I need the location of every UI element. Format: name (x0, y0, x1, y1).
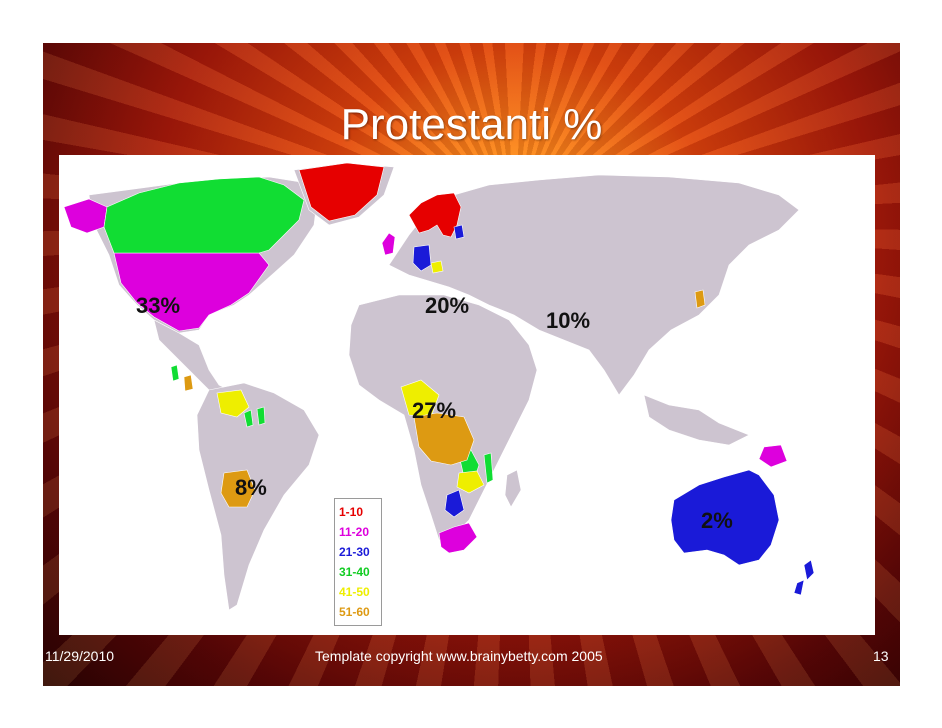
germany-region (412, 244, 432, 272)
legend-item: 31-40 (339, 562, 377, 582)
canada-region (103, 176, 305, 254)
legend-item: 11-20 (339, 522, 377, 542)
korea-region (694, 289, 706, 309)
south-america-land (196, 382, 320, 611)
greenland-region (298, 162, 385, 222)
oceania-percent-label: 2% (701, 508, 733, 533)
legend-label: 11-20 (339, 525, 370, 539)
footer-copyright: Template copyright www.brainybetty.com 2… (315, 648, 603, 664)
north-america-percent-label: 33% (136, 293, 181, 318)
southern-africa-blue-region (444, 489, 465, 518)
papua-region (758, 444, 788, 468)
madagascar-land (504, 469, 522, 508)
legend-label: 21-30 (339, 545, 370, 559)
legend-label: 31-40 (339, 565, 370, 579)
united-states-region (113, 252, 270, 332)
world-map (63, 162, 815, 611)
southeast-asia-land (643, 394, 750, 446)
world-map-panel: 33% 20% 10% 27% 8% 2% 1-10 11-20 21-30 3… (59, 155, 875, 635)
map-legend: 1-10 11-20 21-30 31-40 41-50 51-60 (334, 498, 382, 626)
alaska-region (63, 198, 108, 234)
australia-region (670, 469, 780, 566)
slide: Protestanti % (43, 43, 900, 686)
legend-item: 1-10 (339, 502, 377, 522)
hungary-region (430, 260, 444, 274)
venezuela-region (216, 389, 250, 418)
africa-percent-label: 27% (412, 398, 457, 423)
eurasia-land (388, 174, 800, 396)
baltic-region (453, 224, 465, 240)
europe-percent-label: 20% (425, 293, 470, 318)
asia-percent-label: 10% (546, 308, 591, 333)
slide-title: Protestanti % (340, 100, 603, 149)
britain-region (381, 232, 396, 256)
bolivia-region (220, 469, 256, 508)
southern-africa-region (438, 522, 478, 554)
legend-label: 1-10 (339, 505, 364, 519)
legend-item: 21-30 (339, 542, 377, 562)
legend-item: 51-60 (339, 602, 377, 622)
central-africa-yellow-region (400, 379, 440, 418)
legend-label: 41-50 (339, 585, 370, 599)
legend-item: 41-50 (339, 582, 377, 602)
footer-date: 11/29/2010 (45, 648, 115, 664)
scandinavia-region (408, 192, 462, 238)
legend-label: 51-60 (339, 605, 370, 619)
caribbean-green-region (170, 364, 266, 428)
congo-region (413, 412, 475, 466)
page-number: 13 (873, 648, 889, 664)
nicaragua-region (183, 374, 194, 392)
new-zealand-region (793, 559, 815, 596)
zambia-region (456, 470, 485, 494)
south-america-percent-label: 8% (235, 475, 267, 500)
